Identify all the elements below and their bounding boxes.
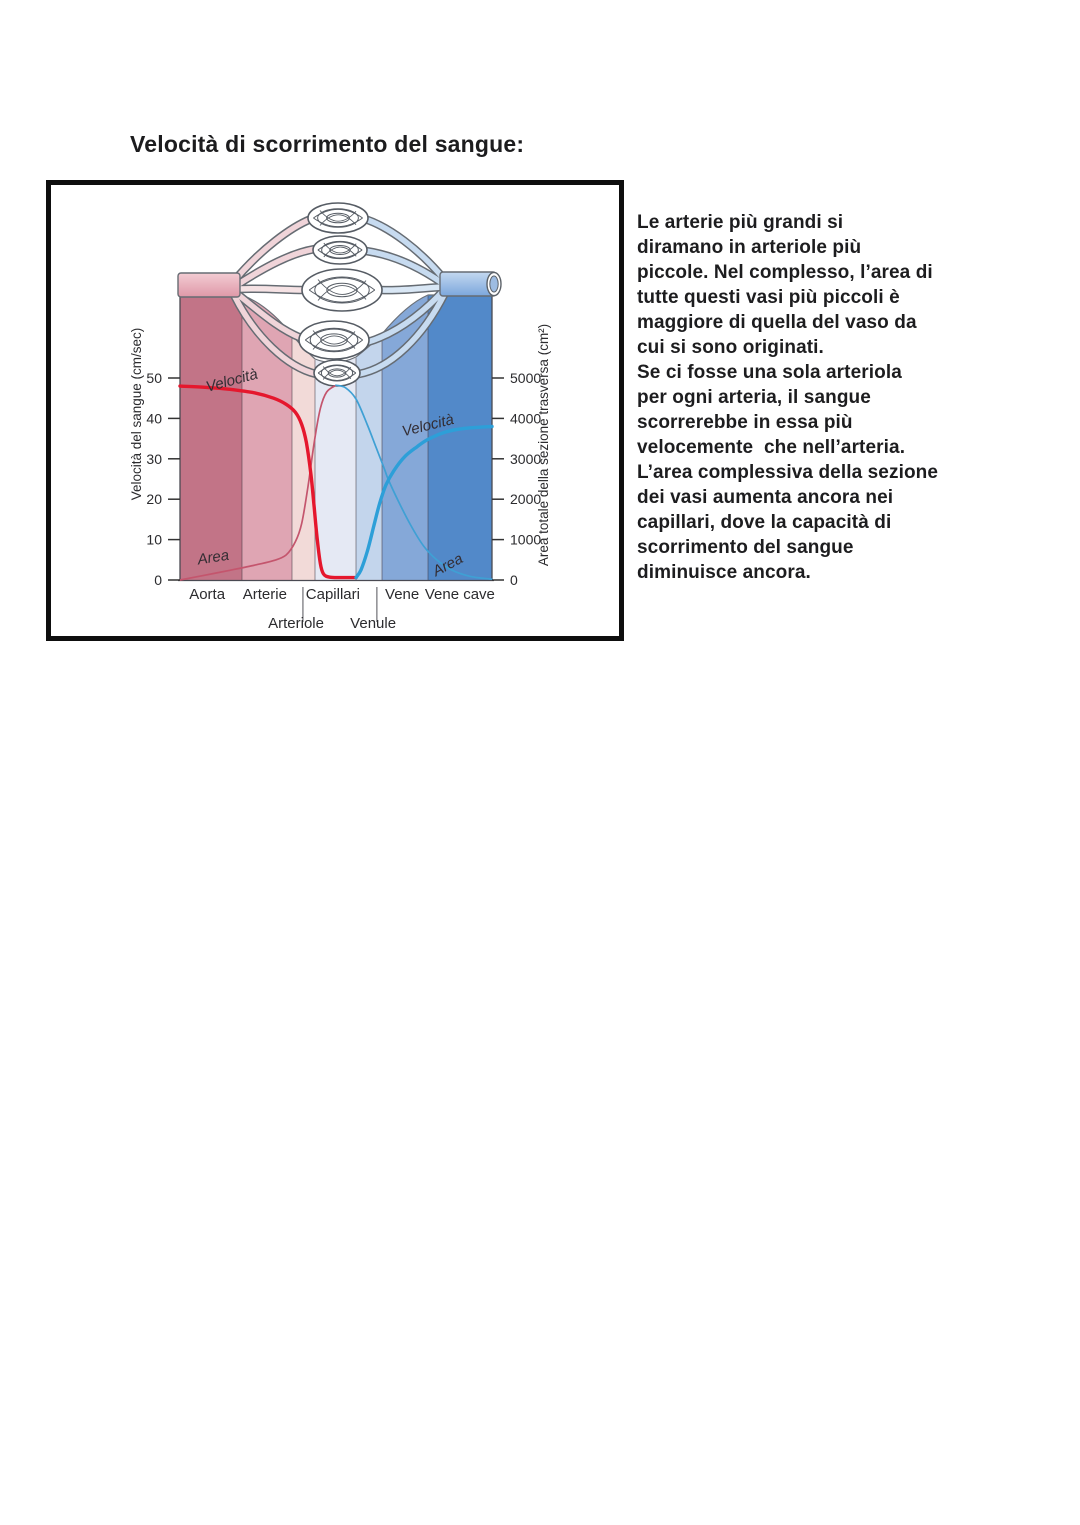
bundle-mesh [317,279,367,295]
bundle-mesh [304,339,364,352]
bundle-mesh [323,242,357,254]
right-axis-title: Area totale della sezione trasversa (cm²… [536,324,551,566]
branch-vessel [231,292,319,377]
capillary-bundle [301,268,383,312]
bundle-mesh [304,328,364,341]
category-label: Vene [385,586,419,603]
vein-tube [439,271,502,297]
right-tick-label: 3000 [510,451,541,467]
left-tick-label: 10 [146,532,162,548]
capillary-bundle [313,359,361,387]
bundle-mesh [320,364,354,382]
axes: 0 10 20 30 40 50 0 1000 2000 3000 4000 5000 [146,370,541,588]
branch-vessel [233,290,304,341]
category-labels: Aorta Arterie Capillari Vene Vene cave Arteri… [189,586,495,632]
bundle-outline [298,320,370,360]
data-curves [178,384,494,581]
bundle-mesh [317,285,367,301]
bundle-mesh [312,330,356,345]
capillary-bundles [298,202,383,387]
curve-area-arterial [179,384,337,581]
bundle-mesh [322,366,352,377]
category-label: Capillari [306,586,360,603]
band-aorta [180,295,242,580]
bundle-mesh [326,282,358,298]
vessel-branches [231,216,448,377]
curve-area-venous [335,384,493,581]
bundle-mesh [312,335,356,350]
sub-category-label: Venule [350,615,396,632]
bundle-outline [307,202,369,234]
left-axis-title: Velocità del sangue (cm/sec) [129,328,144,501]
band-vene-cave [428,295,492,580]
bundle-mesh [329,245,351,255]
branch-vessel [231,216,314,284]
bundle-mesh [319,210,357,222]
body-text: Le arterie più grandi si diramano in art… [637,212,939,583]
capillary-bundle [312,235,368,265]
bundle-mesh [327,368,347,378]
branch-vessel [356,290,448,377]
bundle-mesh [308,289,376,303]
page-title: Velocità di scorrimento del sangue: [130,131,525,157]
branch-vessel [235,285,307,293]
left-tick-label: 50 [146,370,162,386]
right-tick-label: 4000 [510,410,541,426]
plot-frame [178,295,494,582]
left-tick-label: 20 [146,491,162,507]
bundle-outline [312,235,368,265]
curve-label-area-arterial: Area [195,547,230,569]
band-vene [382,295,428,580]
curve-velocità-venous [354,424,494,580]
band-arterie [242,295,292,580]
capillary-bundle [298,320,370,360]
band-arteriole [292,335,315,580]
right-tick-label: 0 [510,572,518,588]
vessel-bands [180,295,492,580]
bundle-mesh [317,372,357,381]
bundle-mesh [320,333,348,347]
left-tick-label: 30 [146,451,162,467]
bundle-mesh [323,246,357,258]
bundle-mesh [317,208,359,228]
right-tick-label: 1000 [510,532,541,548]
bundle-mesh [313,217,363,228]
bundle-mesh [314,276,370,304]
bundle-mesh [317,365,357,374]
sub-category-label: Arteriole [268,615,324,632]
curve-velocità-arterial [178,384,358,580]
bundle-mesh [317,249,363,259]
bundle-mesh [317,241,363,251]
category-label: Arterie [243,586,287,603]
vein-lumen [489,275,499,293]
bundle-mesh [308,277,376,291]
right-tick-label: 2000 [510,491,541,507]
left-tick-label: 0 [154,572,162,588]
bundle-outline [301,268,383,312]
bundle-mesh [321,240,359,260]
band-capillari [315,357,356,580]
branch-vessel [365,286,448,345]
chart-svg: 0 10 20 30 40 50 0 1000 2000 3000 4000 5000 Velocit… [129,202,551,632]
right-tick-label: 5000 [510,370,541,386]
capillary-bundle [307,202,369,234]
band-separators [241,296,429,580]
bundle-mesh [309,327,359,353]
branch-vessel [363,248,445,286]
bundle-mesh [313,208,363,219]
bundle-mesh [326,212,350,224]
branch-vessel [234,246,318,288]
artery-tube [177,272,241,298]
figure-blood-velocity-chart: 0 10 20 30 40 50 0 1000 2000 3000 4000 5000 Velocit… [46,180,624,641]
category-label: Vene cave [425,586,495,603]
left-tick-label: 40 [146,410,162,426]
bundle-mesh [322,369,352,380]
category-label: Aorta [189,586,226,603]
bundle-mesh [319,214,357,226]
branch-vessel [378,284,446,293]
branch-vessel [362,216,447,282]
